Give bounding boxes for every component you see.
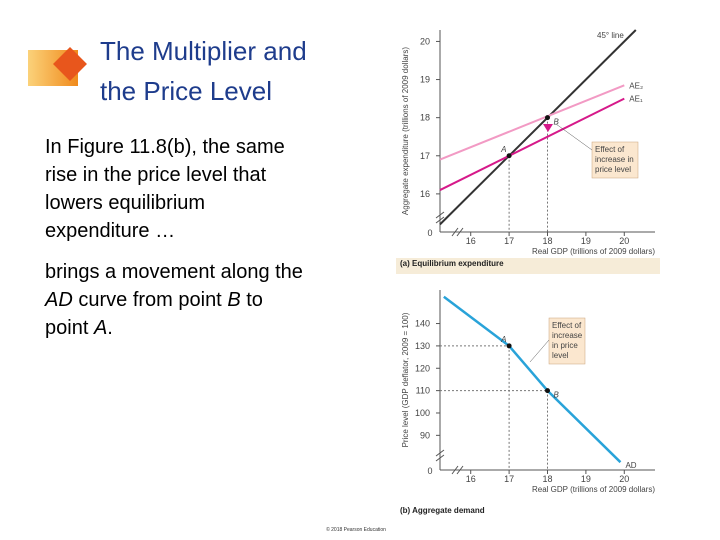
- series-label: AD: [625, 461, 636, 470]
- y-tick-label: 18: [420, 113, 430, 123]
- annotation-box: [591, 141, 639, 179]
- point-label: A: [500, 145, 506, 154]
- leader-line: [529, 339, 550, 363]
- data-point: [506, 343, 512, 349]
- series-label: AE₁: [629, 95, 643, 104]
- series-line: [439, 97, 625, 191]
- body-text: lowers equilibrium: [45, 192, 205, 214]
- text-run: AD: [44, 289, 73, 311]
- y-tick-label: 100: [415, 408, 430, 418]
- data-point: [506, 153, 512, 159]
- series-line: [443, 295, 622, 464]
- y-axis-label: Aggregate expenditure (trillions of 2009…: [401, 47, 410, 215]
- y-axis-label: Price level (GDP deflator, 2009 = 100): [401, 312, 410, 447]
- annotation-text: price level: [595, 165, 631, 174]
- body-text: AD curve from point B to: [44, 289, 263, 311]
- slide-title: the Price Level: [100, 76, 272, 106]
- x-tick-label: 18: [542, 236, 552, 246]
- panel-caption: (b) Aggregate demand: [400, 506, 485, 515]
- x-tick-label: 16: [466, 474, 476, 484]
- panel-separator: [396, 258, 660, 274]
- point-label: B: [554, 391, 560, 400]
- data-point: [545, 388, 550, 394]
- y-tick-label: 17: [420, 151, 430, 161]
- text-run: point: [45, 317, 94, 339]
- annotation-text: increase: [552, 331, 583, 340]
- effect-arrow: [543, 124, 553, 132]
- series-line: [439, 29, 637, 226]
- y-tick-label: 110: [416, 386, 430, 396]
- origin-label: 0: [427, 228, 432, 238]
- x-tick-label: 19: [581, 236, 591, 246]
- text-run: to: [241, 289, 263, 311]
- y-tick-label: 20: [420, 36, 430, 46]
- text-run: curve from point: [73, 289, 228, 311]
- axis-break: [435, 449, 464, 475]
- y-tick-label: 19: [420, 75, 430, 85]
- annotation-text: Effect of: [595, 145, 625, 154]
- annotation-text: increase in: [595, 155, 634, 164]
- point-label: A: [500, 335, 506, 344]
- body-text: point A.: [45, 317, 113, 339]
- text-run: brings a movement along the: [45, 261, 303, 283]
- footer: © 2018 Pearson Education: [326, 526, 386, 533]
- x-tick-label: 18: [542, 474, 552, 484]
- y-tick-label: 90: [420, 430, 430, 440]
- annotation-box: [548, 317, 586, 365]
- y-tick-label: 120: [415, 363, 430, 373]
- annotation-text: level: [552, 351, 569, 360]
- x-tick-label: 19: [581, 474, 591, 484]
- panel-caption: (a) Equilibrium expenditure: [400, 259, 504, 268]
- body-text: expenditure …: [45, 220, 175, 242]
- annotation-text: in price: [552, 341, 578, 350]
- x-axis-label: Real GDP (trillions of 2009 dollars): [532, 485, 655, 494]
- axis-break: [435, 211, 464, 237]
- series-line: [439, 84, 625, 161]
- x-tick-label: 20: [619, 236, 629, 246]
- x-tick-label: 17: [504, 474, 514, 484]
- x-tick-label: 16: [466, 236, 476, 246]
- text-run: B: [227, 289, 240, 311]
- point-label: B: [554, 118, 560, 127]
- text-run: .: [107, 317, 113, 339]
- x-axis-label: Real GDP (trillions of 2009 dollars): [532, 247, 655, 256]
- series-label: AE₂: [629, 81, 643, 90]
- data-point: [545, 115, 550, 121]
- text-run: A: [93, 317, 107, 339]
- body-text: rise in the price level that: [45, 164, 267, 186]
- slide-title: The Multiplier and: [100, 36, 307, 66]
- x-tick-label: 20: [619, 474, 629, 484]
- origin-label: 0: [427, 466, 432, 476]
- x-tick-label: 17: [504, 236, 514, 246]
- body-text: In Figure 11.8(b), the same: [45, 136, 285, 158]
- y-tick-label: 16: [420, 189, 430, 199]
- y-tick-label: 130: [415, 341, 430, 351]
- series-label: 45° line: [597, 31, 624, 40]
- annotation-text: Effect of: [552, 321, 582, 330]
- leader-line: [555, 123, 593, 151]
- y-tick-label: 140: [415, 319, 430, 329]
- body-text: brings a movement along the: [45, 261, 303, 283]
